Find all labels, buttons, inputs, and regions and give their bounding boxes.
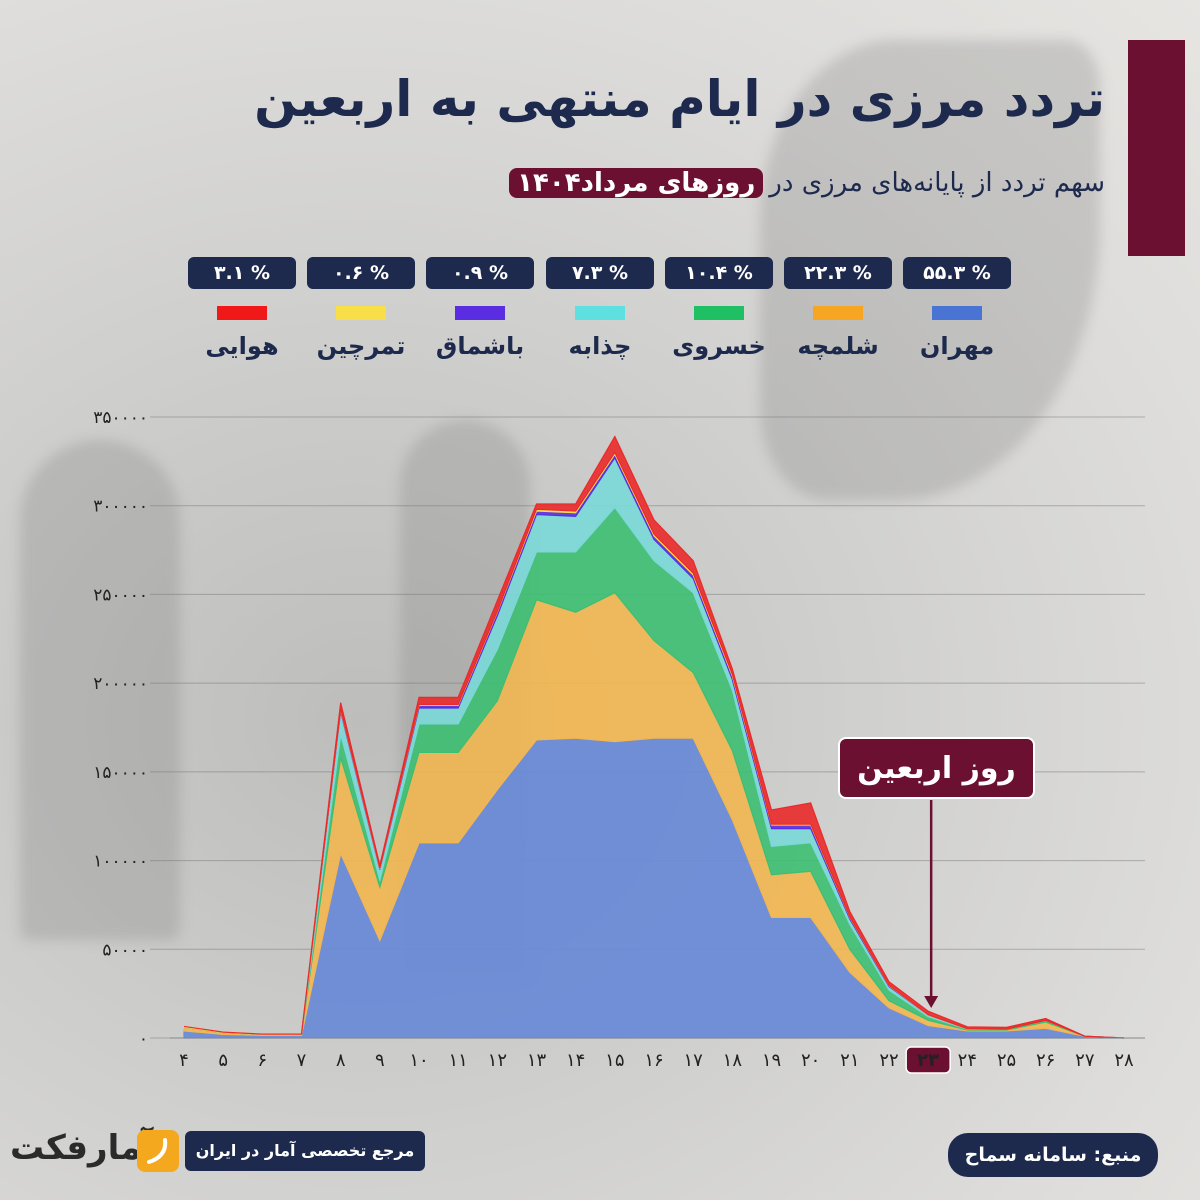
x-tick-label: ۲۳ — [917, 1050, 939, 1071]
x-tick-label: ۲۵ — [997, 1050, 1016, 1071]
y-tick-label: ۰ — [139, 1029, 148, 1049]
legend-label: باشماق — [435, 332, 525, 360]
x-tick-label: ۱۳ — [527, 1050, 547, 1071]
legend-label: هوایی — [205, 332, 279, 360]
legend-label: شلمچه — [797, 332, 879, 360]
background-silhouette — [20, 440, 180, 940]
x-tick-label: ۵ — [218, 1050, 228, 1071]
x-tick-label: ۱۱ — [448, 1050, 467, 1071]
arbaeen-annotation: روز اربعین — [838, 737, 1035, 799]
legend-label: خسروی — [672, 332, 766, 360]
legend-share-badge: % ۷.۳ — [546, 257, 654, 289]
legend-swatch — [813, 306, 863, 320]
y-tick-label: ۳۵۰۰۰۰ — [93, 408, 148, 428]
legend-swatch — [217, 306, 267, 320]
legend-label: چذابه — [568, 332, 632, 360]
legend-share-badge: % ۲۲.۳ — [784, 257, 892, 289]
x-tick-label: ۱۵ — [605, 1050, 624, 1071]
x-tick-label: ۱۴ — [566, 1050, 585, 1071]
x-tick-label: ۱۶ — [644, 1050, 663, 1071]
page-title: تردد مرزی در ایام منتهی به اربعین — [254, 70, 1105, 128]
tagline-badge: مرجع تخصصی آمار در ایران — [185, 1131, 425, 1171]
legend-share-badge: % ۰.۶ — [307, 257, 415, 289]
x-tick-label: ۸ — [336, 1050, 346, 1071]
x-tick-label: ۱۹ — [762, 1050, 781, 1071]
legend-swatch — [575, 306, 625, 320]
x-tick-label: ۲۲ — [879, 1050, 898, 1071]
legend-label: مهران — [919, 332, 995, 360]
legend-swatch — [336, 306, 386, 320]
subtitle-highlight: روزهای مرداد۱۴۰۴ — [509, 168, 764, 198]
legend-swatch — [932, 306, 982, 320]
x-tick-label: ۱۰ — [409, 1050, 428, 1071]
x-tick-label: ۲۶ — [1036, 1050, 1055, 1071]
legend-share-badge: % ۳.۱ — [188, 257, 296, 289]
subtitle: سهم تردد از پایانه‌های مرزی درروزهای مرد… — [509, 168, 1105, 198]
x-tick-label: ۲۸ — [1114, 1050, 1134, 1071]
y-tick-label: ۲۰۰۰۰۰ — [93, 674, 148, 694]
logo: آمارفکت — [10, 1128, 154, 1168]
legend-share-badge: % ۱۰.۴ — [665, 257, 773, 289]
subtitle-text: سهم تردد از پایانه‌های مرزی در — [769, 168, 1105, 198]
x-tick-label: ۲۰ — [801, 1050, 820, 1071]
x-tick-label: ۱۸ — [723, 1050, 743, 1071]
legend-swatch — [455, 306, 505, 320]
y-tick-label: ۱۵۰۰۰۰ — [93, 763, 148, 783]
x-tick-label: ۲۴ — [958, 1050, 977, 1071]
title-accent-bar — [1128, 40, 1185, 256]
y-tick-label: ۲۵۰۰۰۰ — [93, 585, 148, 605]
legend-swatch — [694, 306, 744, 320]
x-tick-label: ۲۱ — [840, 1050, 859, 1071]
logo-icon — [137, 1130, 179, 1172]
y-tick-label: ۳۰۰۰۰۰ — [93, 497, 148, 517]
x-tick-label: ۴ — [179, 1050, 189, 1071]
highlight-day-badge — [905, 1046, 951, 1074]
legend-share-badge: % ۰.۹ — [426, 257, 534, 289]
annotation-arrow-head — [924, 996, 939, 1008]
x-tick-label: ۷ — [297, 1050, 307, 1071]
y-tick-label: ۱۰۰۰۰۰ — [93, 852, 148, 872]
x-tick-label: ۱۲ — [488, 1050, 507, 1071]
x-tick-label: ۲۷ — [1075, 1050, 1095, 1071]
x-tick-label: ۶ — [257, 1050, 267, 1071]
legend-share-badge: % ۵۵.۳ — [903, 257, 1011, 289]
legend-label: تمرچین — [316, 332, 406, 360]
x-tick-label: ۱۷ — [683, 1050, 703, 1071]
source-badge: منبع: سامانه سماح — [948, 1133, 1158, 1177]
y-tick-label: ۵۰۰۰۰ — [102, 940, 148, 960]
x-tick-label: ۹ — [375, 1050, 385, 1071]
